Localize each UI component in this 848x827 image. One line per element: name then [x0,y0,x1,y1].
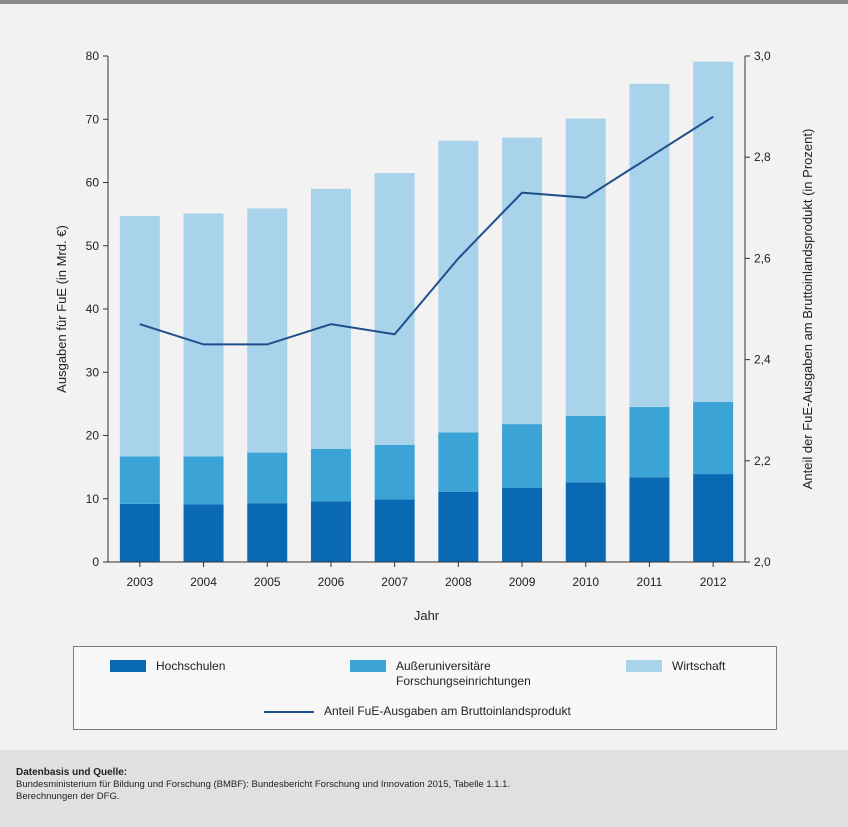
bar-wirtschaft-2010 [565,118,606,416]
legend: Hochschulen Außeruniversitäre Forschungs… [73,646,777,730]
rd-expenditure-chart: 0 10 20 30 40 50 60 70 80 2,0 2,2 2,4 2,6 2,8 3,0 2003 2… [54,49,815,623]
y2-axis-title: Anteil der FuE-Ausgaben am Bruttoinlands… [800,129,815,490]
bar-ausseruniversitaer-2011 [629,407,670,478]
source-box: Datenbasis und Quelle: Bundesministerium… [0,750,848,827]
y-tick-label-0: 0 [92,555,99,569]
line-series-anteil [139,115,714,346]
y-axis-title: Ausgaben für FuE (in Mrd. €) [54,225,69,393]
legend-item-ausseruniversitaer: Außeruniversitäre Forschungseinrichtunge… [350,659,531,689]
bar-ausseruniversitaer-2009 [502,424,543,488]
y-tick-label-30: 30 [86,365,100,379]
legend-label-ausseruniversitaer-line2: Forschungseinrichtungen [396,674,531,688]
bar-wirtschaft-2006 [310,188,351,449]
legend-line-anteil [264,711,314,713]
x-tick-label-2009: 2009 [509,575,536,589]
bar-ausseruniversitaer-2003 [119,456,160,504]
legend-item-anteil: Anteil FuE-Ausgaben am Bruttoinlandsprod… [264,704,571,718]
y-tick-label-40: 40 [86,302,100,316]
bar-wirtschaft-2003 [119,216,160,457]
y-tick-label-70: 70 [86,112,100,126]
bar-wirtschaft-2011 [629,83,670,408]
legend-swatch-ausseruniversitaer [350,660,386,672]
x-tick-label-2008: 2008 [445,575,472,589]
bar-hochschulen-2003 [119,503,160,562]
legend-swatch-wirtschaft [626,660,662,672]
bar-wirtschaft-2004 [183,213,224,457]
bar-hochschulen-2007 [374,499,415,562]
bar-wirtschaft-2005 [247,208,288,453]
y-tick-label-20: 20 [86,429,100,443]
bar-hochschulen-2010 [565,482,606,562]
legend-swatch-hochschulen [110,660,146,672]
y2-tick-label-3: 2,6 [754,251,771,265]
x-axis-title: Jahr [414,608,440,623]
source-heading: Datenbasis und Quelle: [16,767,128,778]
line-group [139,115,714,346]
bar-hochschulen-2004 [183,504,224,562]
bar-hochschulen-2005 [247,503,288,562]
bar-hochschulen-2009 [502,488,543,562]
bar-ausseruniversitaer-2004 [183,456,224,505]
bar-ausseruniversitaer-2007 [374,444,415,500]
bar-ausseruniversitaer-2010 [565,415,606,483]
y-tick-label-80: 80 [86,49,100,63]
y2-tick-label-2: 2,4 [754,353,771,367]
legend-label-hochschulen: Hochschulen [156,659,226,673]
bars-group [119,61,734,562]
bar-ausseruniversitaer-2006 [310,448,351,502]
x-tick-label-2011: 2011 [637,575,663,589]
y2-tick-label-0: 2,0 [754,555,771,569]
bar-wirtschaft-2008 [438,140,479,433]
top-rule [0,0,848,4]
bar-hochschulen-2008 [438,491,479,562]
legend-item-hochschulen: Hochschulen [110,659,225,673]
x-tick-label-2006: 2006 [318,575,345,589]
bar-wirtschaft-2007 [374,173,415,445]
bar-hochschulen-2012 [693,474,734,562]
x-tick-label-2003: 2003 [126,575,153,589]
x-tick-label-2012: 2012 [700,575,727,589]
x-tick-label-2004: 2004 [190,575,217,589]
bar-hochschulen-2011 [629,477,670,562]
bar-ausseruniversitaer-2012 [693,401,734,475]
x-tick-label-2010: 2010 [572,575,599,589]
legend-label-anteil: Anteil FuE-Ausgaben am Bruttoinlandsprod… [324,704,571,718]
x-tick-label-2005: 2005 [254,575,281,589]
legend-item-wirtschaft: Wirtschaft [626,659,725,673]
legend-label-ausseruniversitaer-line1: Außeruniversitäre [396,659,491,673]
y2-tick-label-1: 2,2 [754,454,771,468]
legend-label-ausseruniversitaer: Außeruniversitäre Forschungseinrichtunge… [396,659,531,689]
y2-tick-label-5: 3,0 [754,49,771,63]
bar-ausseruniversitaer-2005 [247,452,288,504]
bar-wirtschaft-2012 [693,61,734,402]
bar-wirtschaft-2009 [502,137,543,425]
y-tick-label-50: 50 [86,239,100,253]
source-line-1: Bundesministerium für Bildung und Forsch… [16,779,511,790]
x-tick-label-2007: 2007 [381,575,408,589]
bar-hochschulen-2006 [310,501,351,562]
y-tick-label-60: 60 [86,176,100,190]
axes-group: 0 10 20 30 40 50 60 70 80 2,0 2,2 2,4 2,6 2,8 3,0 2003 2… [54,49,815,623]
bar-ausseruniversitaer-2008 [438,432,479,492]
y-tick-label-10: 10 [86,492,100,506]
y2-tick-label-4: 2,8 [754,150,771,164]
source-line-2: Berechnungen der DFG. [16,791,120,802]
legend-label-wirtschaft: Wirtschaft [672,659,726,673]
